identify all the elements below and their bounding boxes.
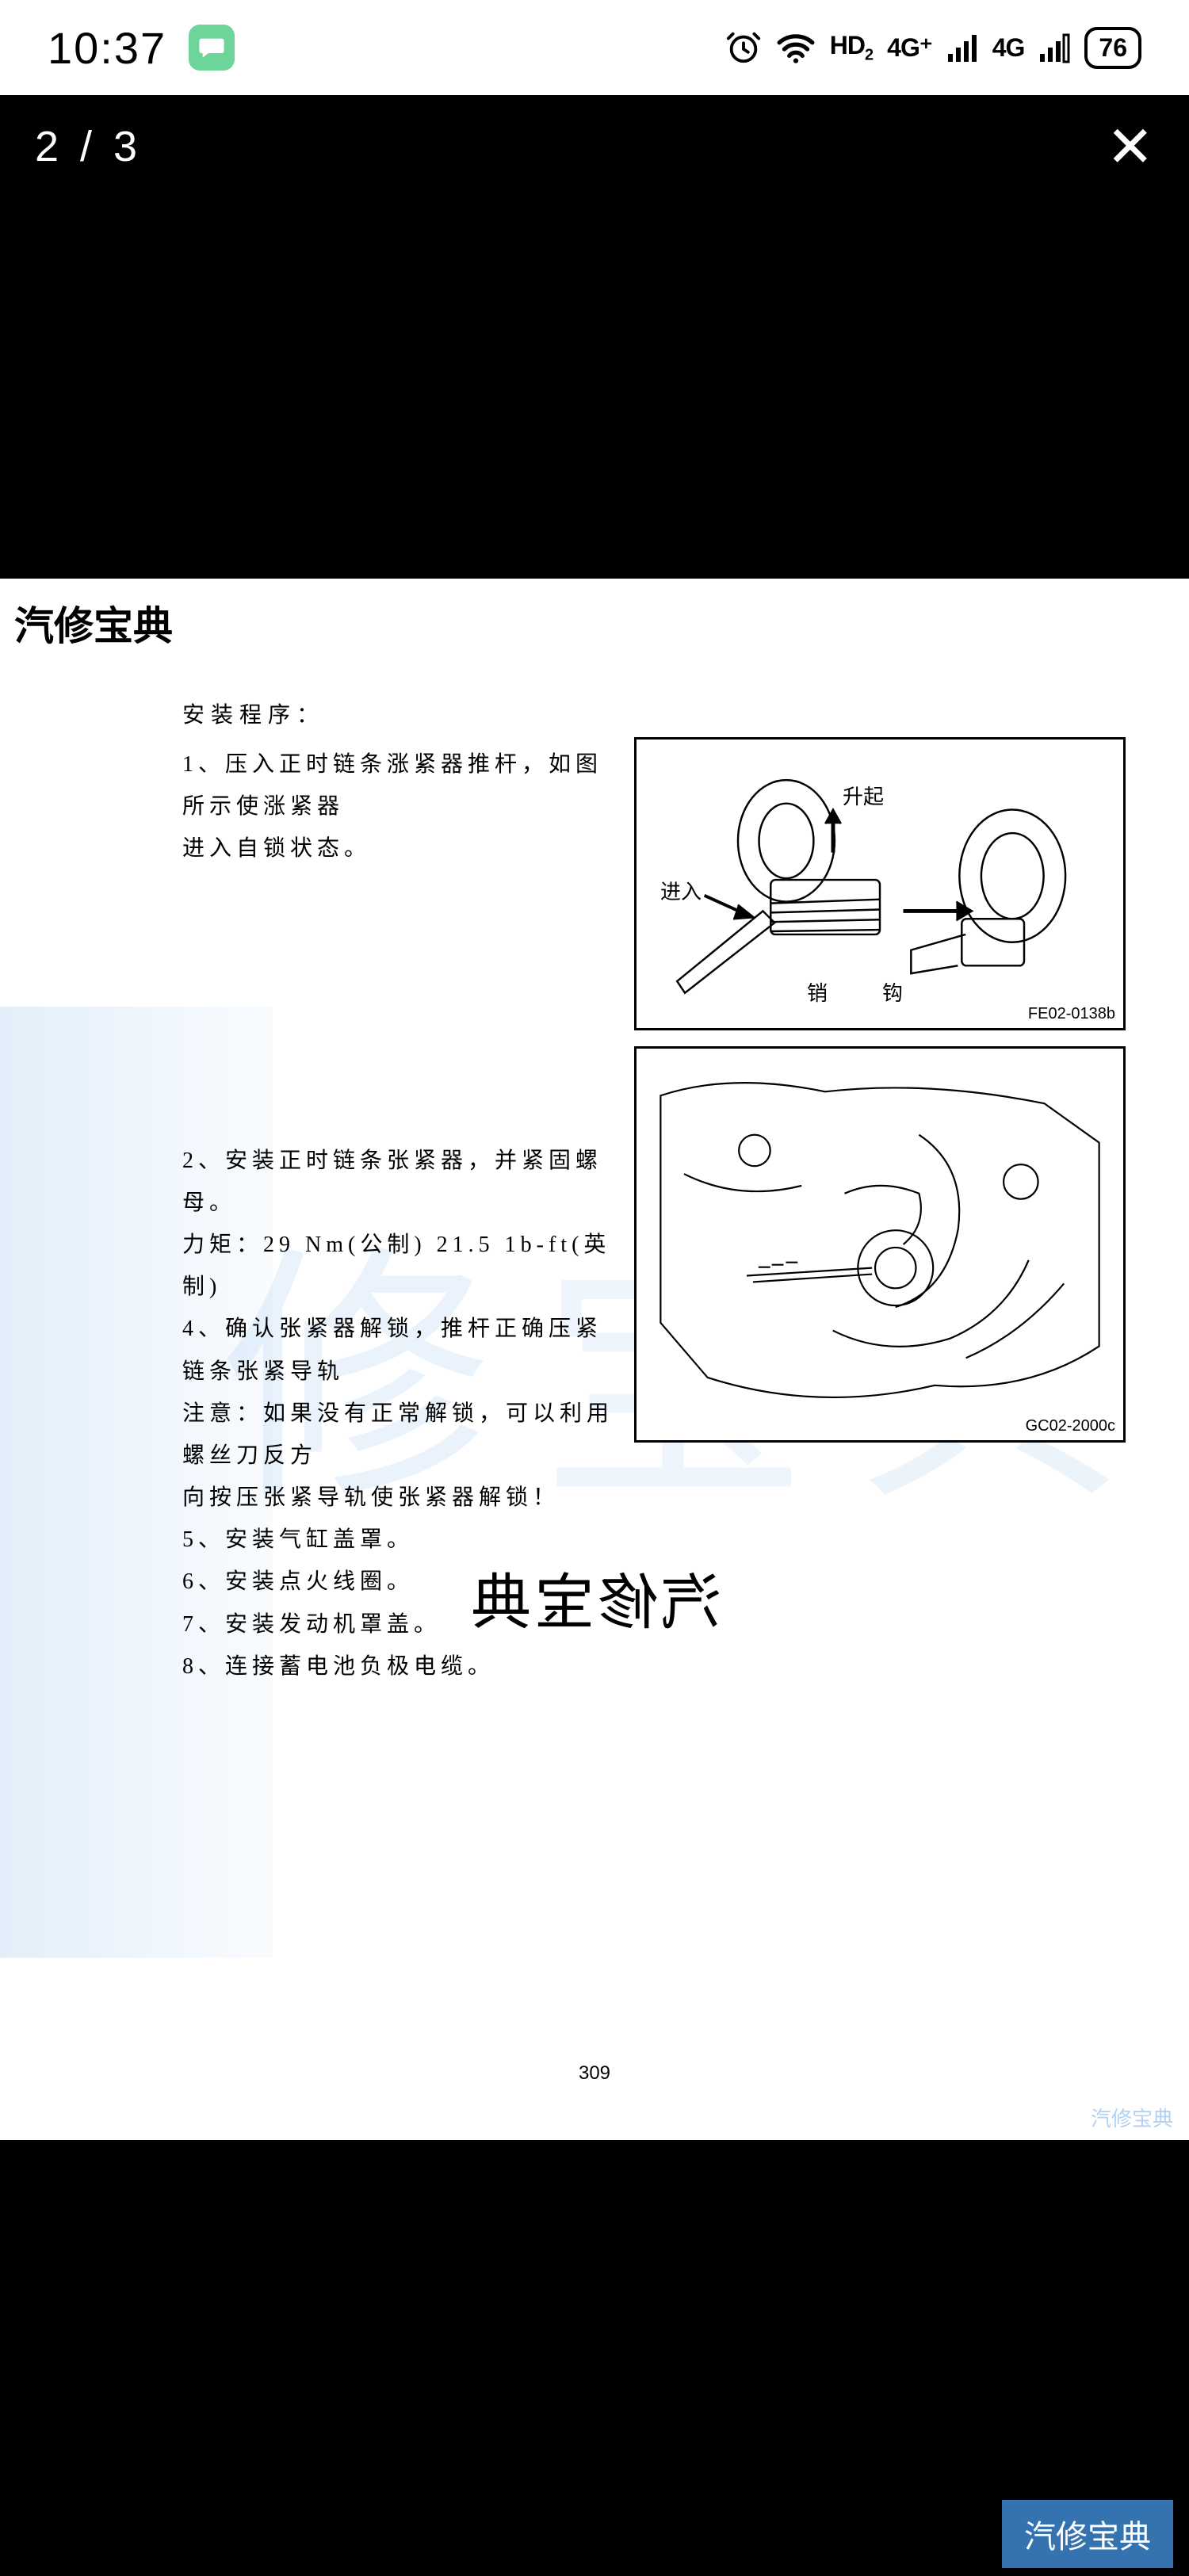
diagram-2: GC02-2000c [634,1046,1126,1443]
note-line1: 注意：如果没有正常解锁，可以利用螺丝刀反方 [182,1393,626,1477]
signal1-icon [946,32,978,63]
step-1-line1: 1、压入正时链条涨紧器推杆，如图所示使涨紧器 [182,743,626,827]
diag1-ref: FE02-0138b [1028,1005,1115,1023]
diag1-label-hook: 钩 [882,977,903,1007]
mirrored-watermark-text: 汽修宝典 [468,1554,721,1641]
status-bar: 10:37 HD2 4G⁺ 4G 76 [0,0,1189,95]
letterbox-top [0,198,1189,579]
page-number: 309 [579,2062,610,2085]
step-4: 4、确认张紧器解锁，推杆正确压紧链条张紧导轨 [182,1308,626,1392]
page-counter: 2 / 3 [35,122,142,171]
close-button[interactable]: ✕ [1107,113,1154,180]
diag2-ref: GC02-2000c [1026,1417,1115,1435]
step-8: 8、连接蓄电池负极电缆。 [182,1645,626,1687]
net1-badge: 4G⁺ [887,32,932,63]
step-1-line2: 进入自锁状态。 [182,827,626,869]
status-right: HD2 4G⁺ 4G 76 [725,27,1141,69]
procedure-title: 安装程序： [182,698,1134,729]
diag1-label-rise: 升起 [843,781,884,810]
torque-spec: 力矩：29 Nm(公制) 21.5 1b-ft(英制) [182,1224,626,1308]
net2-badge: 4G [992,33,1025,63]
clock-time: 10:37 [48,22,166,74]
diag1-label-enter: 进入 [660,876,702,905]
battery-badge: 76 [1084,27,1141,69]
diagram-2-svg [637,1049,1123,1440]
diag1-label-pin: 销 [807,977,828,1007]
signal2-icon [1038,32,1070,63]
alarm-icon [725,29,762,66]
corner-watermark: 汽修宝典 [1091,2103,1173,2132]
status-left: 10:37 [48,22,235,74]
wifi-icon [776,29,816,66]
image-viewer-header: 2 / 3 ✕ [0,95,1189,198]
note-line2: 向按压张紧导轨使张紧器解锁！ [182,1477,626,1519]
doc-logo: 汽修宝典 [14,594,173,652]
hd-badge: HD2 [830,31,873,64]
document-page[interactable]: 修宝典 汽修宝典 安装程序： 1、压入正时链条涨紧器推杆，如图所示使涨紧器 进入… [0,579,1189,2140]
step-2: 2、安装正时链条张紧器，并紧固螺母。 [182,1140,626,1224]
app-watermark: 汽修宝典 [1002,2500,1173,2568]
diagram-1: 升起 进入 销 钩 FE02-0138b [634,737,1126,1030]
chat-icon [189,25,235,71]
